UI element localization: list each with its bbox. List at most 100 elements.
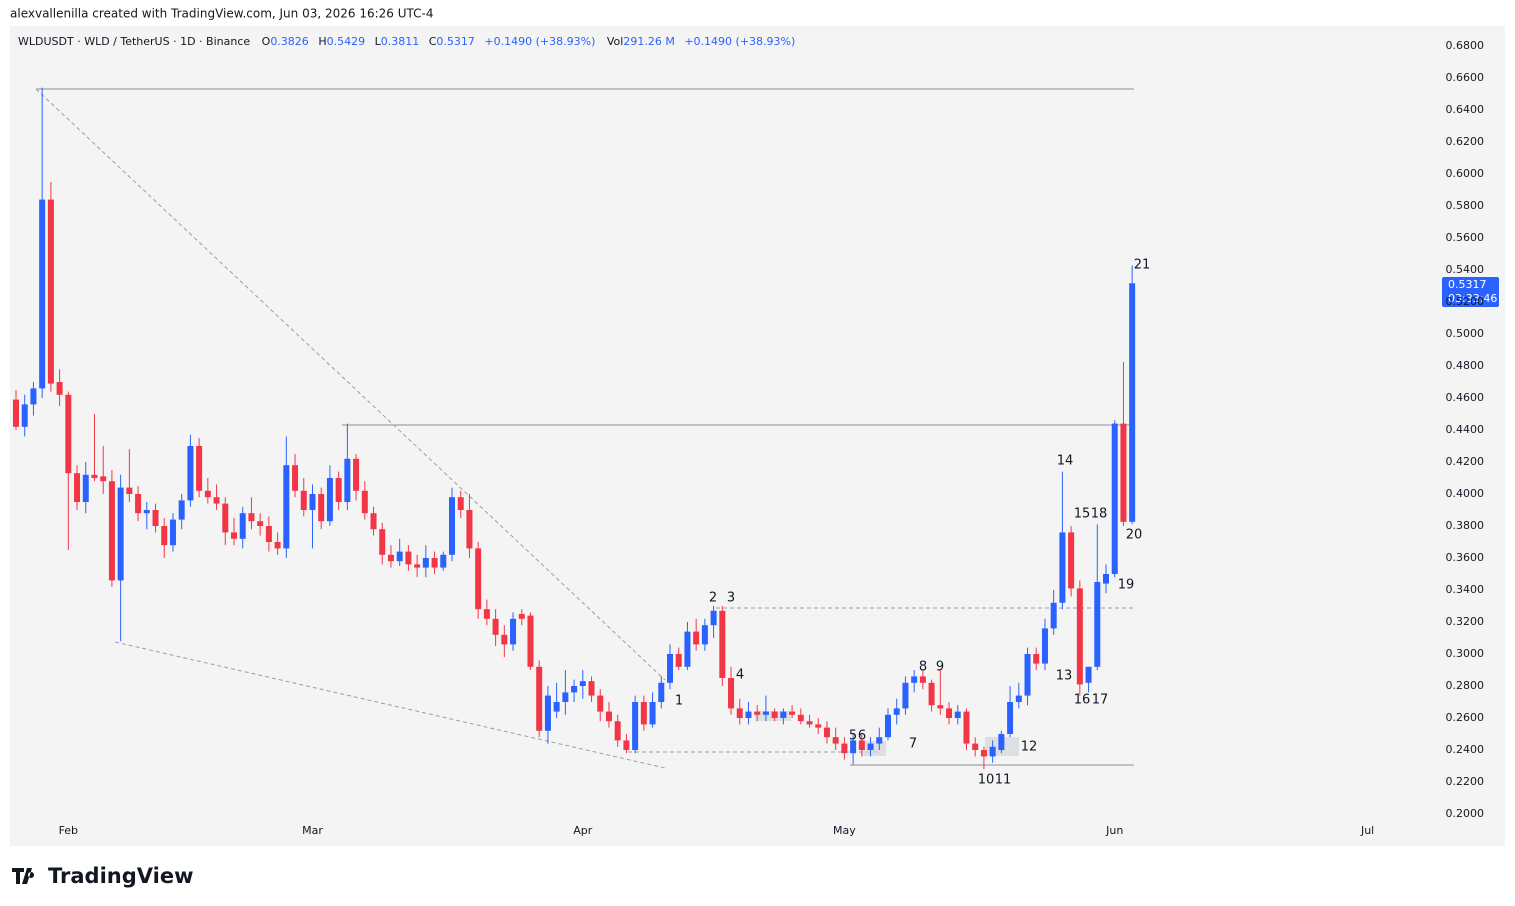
candle-body <box>640 702 647 725</box>
candle-body <box>143 510 150 514</box>
candle-body <box>239 513 246 539</box>
candle-body <box>135 494 142 514</box>
candle-body <box>588 681 595 696</box>
candle-body <box>161 526 168 546</box>
y-tick-label: 0.6000 <box>1446 167 1485 180</box>
y-tick-label: 0.5000 <box>1446 327 1485 340</box>
candle-body <box>344 458 351 502</box>
candle-body <box>1076 588 1083 685</box>
x-tick-label: Mar <box>302 824 323 837</box>
candle-body <box>196 446 203 491</box>
candle-body <box>1033 654 1040 664</box>
wave-label: 8 <box>919 660 927 675</box>
symbol: WLDUSDT · WLD / TetherUS · 1D · Binance <box>18 35 250 48</box>
candle-body <box>1094 582 1101 667</box>
candle-body <box>605 711 612 722</box>
candle-body <box>108 481 115 581</box>
candle-body <box>867 743 874 750</box>
candle-body <box>361 490 368 514</box>
wave-label: 16 <box>1074 693 1091 708</box>
candle-body <box>972 743 979 750</box>
candle-body <box>998 734 1005 750</box>
candle-body <box>370 513 377 530</box>
candle-body <box>100 476 107 482</box>
candle-body <box>126 487 133 494</box>
candle-body <box>614 721 621 741</box>
countdown: 03:33:46 <box>1448 292 1497 305</box>
candle-body <box>74 473 81 502</box>
change: +0.1490 (+38.93%) <box>484 35 595 48</box>
candle-body <box>510 618 517 645</box>
candle-body <box>518 614 525 619</box>
candle-body <box>483 609 490 619</box>
wave-label: 5 <box>849 729 857 744</box>
candle-body <box>841 743 848 754</box>
candle-body <box>850 740 857 754</box>
y-tick-label: 0.3800 <box>1446 519 1485 532</box>
candle-body <box>422 558 429 568</box>
candle-body <box>701 625 708 645</box>
y-tick-label: 0.5400 <box>1446 263 1485 276</box>
candle-body <box>274 542 281 549</box>
wave-label: 12 <box>1021 740 1038 755</box>
candle-body <box>91 474 98 478</box>
candle-body <box>248 513 255 522</box>
legend-line: WLDUSDT · WLD / TetherUS · 1D · Binance … <box>18 35 795 48</box>
candle-body <box>736 708 743 718</box>
high-value: 0.5429 <box>327 35 366 48</box>
candle-body <box>954 711 961 718</box>
candle-body <box>405 551 412 565</box>
y-tick-label: 0.3400 <box>1446 583 1485 596</box>
candle-body <box>257 521 264 526</box>
candle-body <box>1015 695 1022 702</box>
volume-change: +0.1490 (+38.93%) <box>684 35 795 48</box>
candle-body <box>21 404 28 427</box>
candle-body <box>449 497 455 555</box>
candles <box>13 87 1136 770</box>
candle-body <box>1050 602 1057 629</box>
y-tick-label: 0.3200 <box>1446 615 1485 628</box>
candle-body <box>457 497 464 510</box>
x-tick-label: Apr <box>573 824 593 837</box>
candle-body <box>387 554 394 562</box>
y-tick-label: 0.4000 <box>1446 487 1485 500</box>
x-tick-label: Feb <box>59 824 78 837</box>
candle-body <box>684 631 691 667</box>
candle-body <box>745 711 752 718</box>
wave-label: 9 <box>936 660 944 675</box>
candle-body <box>431 558 438 568</box>
ohlc-label: H <box>318 35 326 48</box>
candle-body <box>710 610 717 626</box>
candle-body <box>832 737 839 744</box>
candle-body <box>326 478 333 522</box>
candle-body <box>911 676 918 683</box>
candle-body <box>675 654 682 667</box>
y-tick-label: 0.2000 <box>1446 807 1485 820</box>
wave-label: 18 <box>1091 507 1108 522</box>
y-tick-label: 0.6600 <box>1446 71 1485 84</box>
candle-body <box>82 474 89 502</box>
candle-body <box>797 714 804 722</box>
volume: 291.26 M <box>623 35 674 48</box>
candle-body <box>335 478 342 502</box>
y-tick-label: 0.5800 <box>1446 199 1485 212</box>
candle-body <box>1111 423 1118 574</box>
candle-body <box>1129 283 1136 522</box>
candle-body <box>928 682 935 706</box>
candle-body <box>300 490 307 510</box>
candle-body <box>579 681 586 686</box>
candle-body <box>292 465 299 491</box>
candle-body <box>204 490 211 498</box>
y-tick-label: 0.6400 <box>1446 103 1485 116</box>
candle-body <box>117 487 124 581</box>
candle-body <box>283 465 290 549</box>
wave-label: 14 <box>1057 454 1074 469</box>
wave-label: 19 <box>1118 578 1135 593</box>
candle-body <box>213 497 220 504</box>
candle-body <box>466 510 473 549</box>
candle-body <box>265 526 272 542</box>
candle-body <box>222 503 229 533</box>
candle-body <box>946 708 953 718</box>
y-tick-label: 0.6200 <box>1446 135 1485 148</box>
y-tick-label: 0.2600 <box>1446 711 1485 724</box>
